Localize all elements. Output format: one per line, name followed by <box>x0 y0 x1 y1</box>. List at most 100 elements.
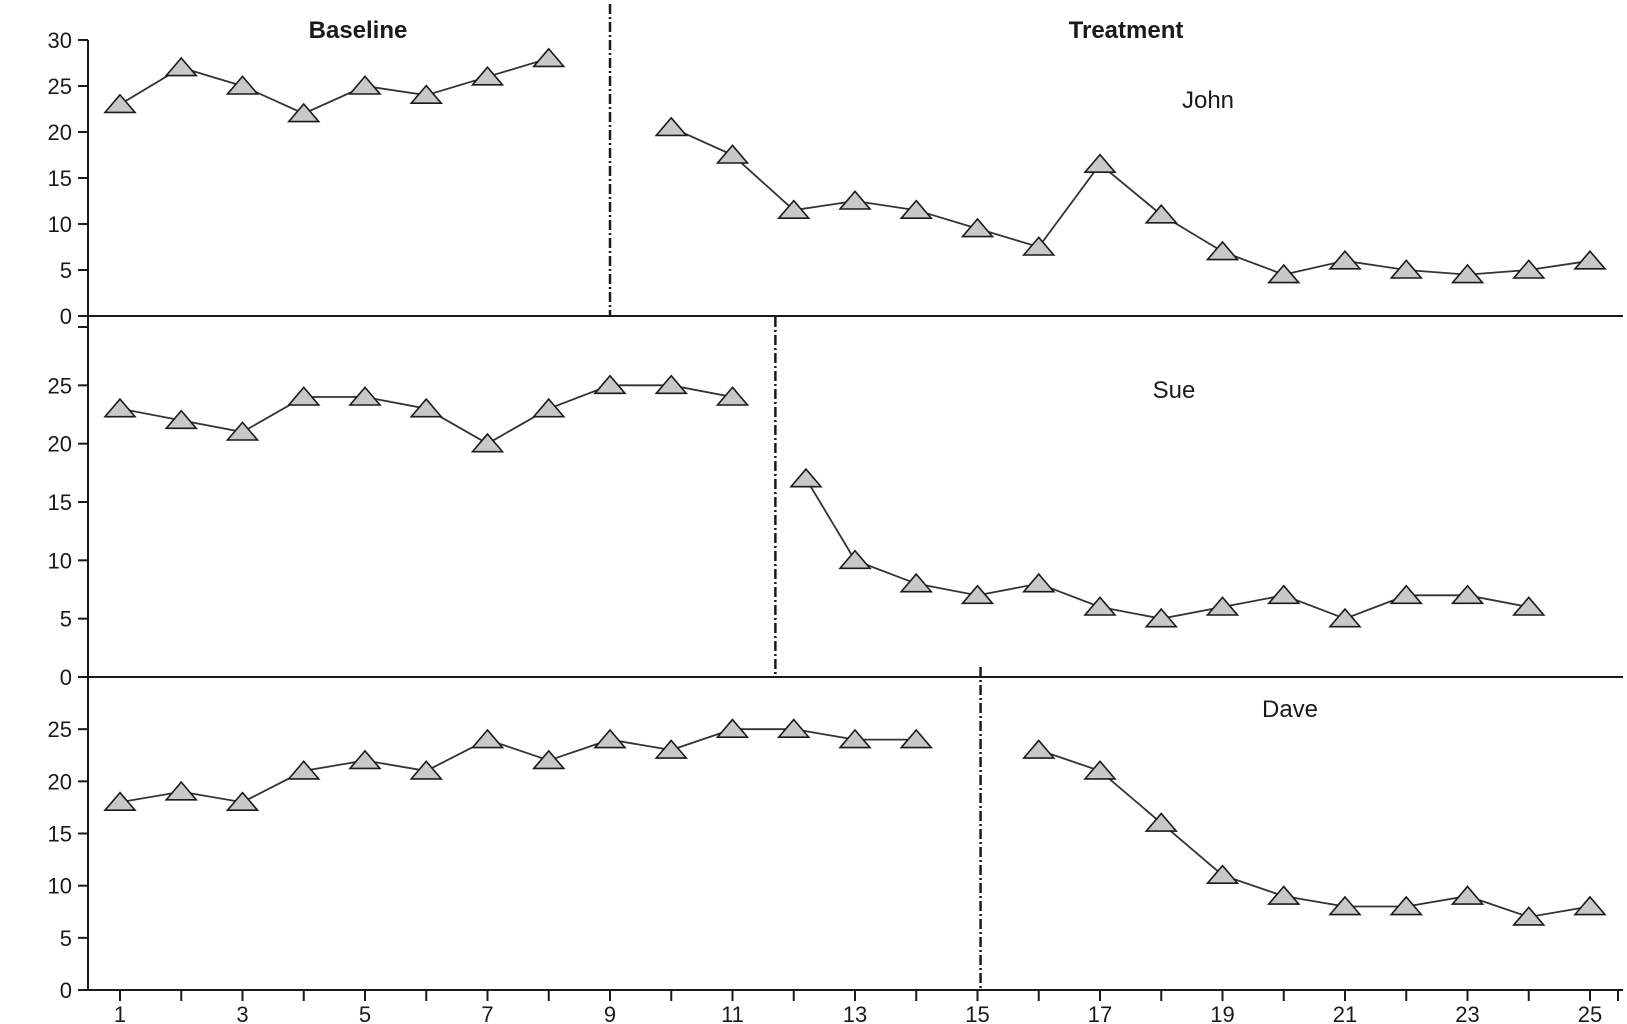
series-line-treatment <box>670 126 1591 276</box>
data-point-treatment <box>960 217 995 238</box>
panel-label: John <box>1182 87 1234 114</box>
data-point-baseline <box>532 397 566 418</box>
data-point-treatment <box>838 190 872 210</box>
data-point-baseline <box>715 718 750 738</box>
x-axis: 1 3 5 7 9 11 13 15 17 19 21 23 25 <box>114 990 1619 1024</box>
panel-label: Dave <box>1262 696 1318 723</box>
data-point-treatment <box>1144 812 1178 832</box>
y-tick-label: 10 <box>48 874 72 899</box>
data-point-treatment <box>777 199 811 219</box>
x-tick-label: 19 <box>1210 1002 1234 1024</box>
x-tick-label: 7 <box>481 1002 493 1024</box>
data-point-treatment <box>1205 596 1240 616</box>
data-point-treatment <box>1573 249 1607 270</box>
data-point-baseline <box>348 749 382 770</box>
data-point-baseline <box>654 374 688 395</box>
phase-label-baseline: Baseline <box>309 17 408 44</box>
data-point-treatment <box>1144 607 1178 628</box>
y-tick-label: 15 <box>48 822 72 847</box>
data-point-treatment <box>1389 584 1423 605</box>
x-tick-label: 17 <box>1088 1002 1112 1024</box>
data-point-treatment <box>1267 885 1301 905</box>
data-point-treatment <box>1328 607 1362 628</box>
data-point-baseline <box>287 102 321 123</box>
data-point-baseline <box>164 409 198 430</box>
data-point-baseline <box>225 421 260 441</box>
x-tick-label: 9 <box>604 1002 616 1024</box>
data-point-baseline <box>225 791 260 812</box>
panel-dave: 0 5 10 15 20 25 Dave <box>48 667 1623 1003</box>
data-point-baseline <box>103 397 137 418</box>
data-point-baseline <box>899 728 933 749</box>
data-point-treatment <box>1512 259 1546 279</box>
panel-sue: 0 5 10 15 20 25 Sue <box>48 317 1623 690</box>
phase-label-treatment: Treatment <box>1069 17 1184 44</box>
data-point-baseline <box>103 791 137 812</box>
data-point-treatment <box>1205 864 1240 885</box>
data-point-treatment <box>1328 249 1362 270</box>
y-tick-label: 10 <box>48 212 72 237</box>
y-tick-label: 20 <box>48 120 72 145</box>
data-point-treatment <box>1389 259 1423 279</box>
data-point-treatment <box>1083 153 1117 173</box>
data-point-baseline <box>409 84 443 104</box>
y-tick-label: 10 <box>48 548 72 573</box>
data-point-treatment <box>1083 596 1117 616</box>
data-point-baseline <box>287 386 321 406</box>
data-point-treatment <box>715 144 750 164</box>
data-point-treatment <box>1512 906 1546 926</box>
y-tick-label: 25 <box>48 74 72 99</box>
data-point-treatment <box>1450 885 1485 905</box>
data-point-treatment <box>1022 739 1056 759</box>
data-point-baseline <box>593 374 627 395</box>
data-point-baseline <box>715 386 750 406</box>
panel-label: Sue <box>1153 377 1196 404</box>
data-point-treatment <box>960 584 995 605</box>
data-point-baseline <box>409 760 443 780</box>
data-point-treatment <box>1267 263 1301 284</box>
data-point-treatment <box>1205 240 1240 261</box>
series-line-treatment <box>1038 749 1591 918</box>
data-point-treatment <box>1022 572 1056 593</box>
y-tick-label: 25 <box>48 373 72 398</box>
data-point-baseline <box>838 728 872 749</box>
data-point-baseline <box>225 75 260 95</box>
series-line-treatment <box>805 478 1529 620</box>
data-point-treatment <box>1267 584 1301 605</box>
data-point-baseline <box>470 65 505 86</box>
x-tick-label: 15 <box>965 1002 989 1024</box>
y-tick-label: 5 <box>60 607 72 632</box>
y-tick-label: 15 <box>48 490 72 515</box>
y-tick-label: 0 <box>60 978 72 1003</box>
data-point-treatment <box>1450 584 1485 605</box>
y-tick-label: 30 <box>48 28 72 53</box>
data-point-baseline <box>164 780 198 801</box>
x-tick-label: 11 <box>721 1002 744 1024</box>
x-tick-label: 5 <box>359 1002 371 1024</box>
y-tick-label: 25 <box>48 717 72 742</box>
x-tick-label: 3 <box>236 1002 248 1024</box>
data-point-baseline <box>593 728 627 749</box>
x-tick-label: 23 <box>1455 1002 1479 1024</box>
data-point-baseline <box>777 718 811 738</box>
y-tick-label: 5 <box>60 926 72 951</box>
data-point-baseline <box>103 93 137 114</box>
data-point-baseline <box>532 749 566 770</box>
data-point-treatment <box>1083 760 1117 780</box>
data-point-treatment <box>899 199 933 219</box>
data-point-baseline <box>654 739 688 759</box>
x-tick-label: 1 <box>114 1002 126 1024</box>
x-tick-label: 25 <box>1578 1002 1602 1024</box>
series-line-baseline <box>119 728 917 804</box>
y-tick-label: 5 <box>60 258 72 283</box>
data-point-baseline <box>470 728 505 749</box>
data-point-treatment <box>899 572 933 593</box>
data-point-baseline <box>164 56 198 77</box>
data-point-treatment <box>1573 895 1607 916</box>
data-point-treatment <box>1512 596 1546 616</box>
panel-john: 0 5 10 15 20 25 30 John <box>48 4 1623 329</box>
data-point-baseline <box>409 397 443 418</box>
data-point-baseline <box>470 432 505 453</box>
